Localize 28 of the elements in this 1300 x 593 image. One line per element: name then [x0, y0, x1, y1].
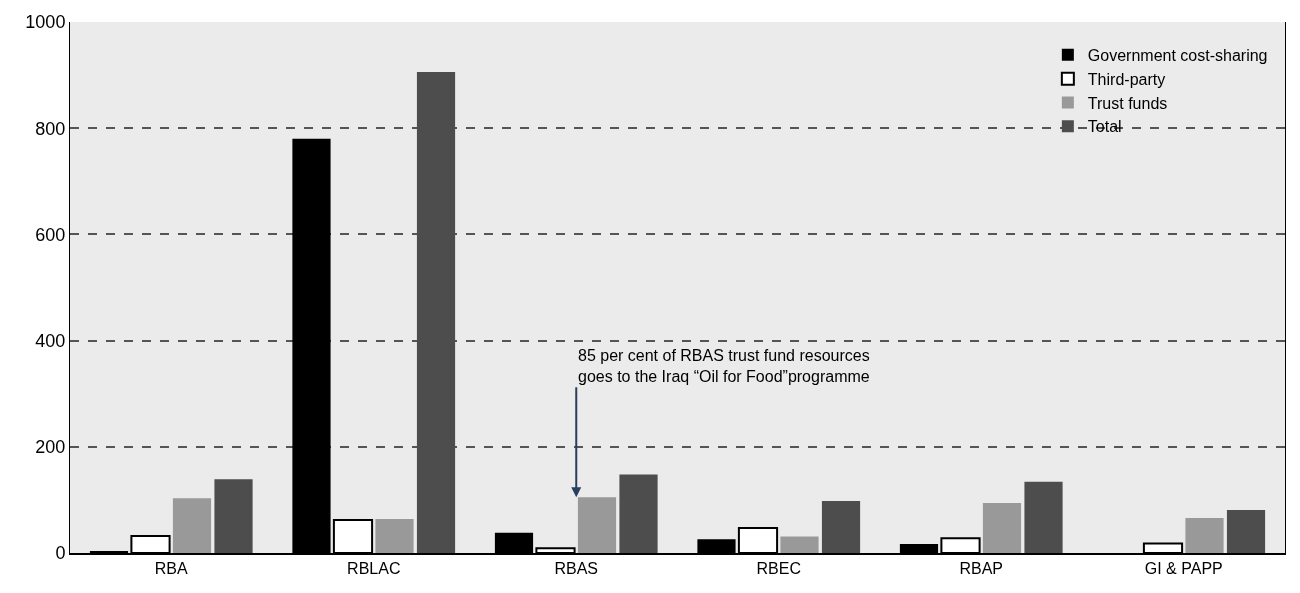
legend-label: Trust funds — [1087, 94, 1168, 112]
bar — [172, 498, 212, 553]
bar — [214, 479, 253, 553]
legend-label: Third-party — [1087, 70, 1166, 88]
bar — [1185, 517, 1224, 553]
bar — [375, 519, 414, 553]
bar — [619, 474, 658, 553]
bar — [1024, 481, 1063, 553]
x-tick-label: GI & PAPP — [1144, 560, 1223, 578]
x-tick-label: RBA — [154, 560, 189, 578]
bar — [821, 500, 861, 553]
y-tick-label: 200 — [35, 437, 66, 458]
x-tick-label: RBLAC — [347, 560, 401, 578]
bar — [780, 536, 819, 553]
bar — [982, 503, 1022, 553]
x-tick-label: RBAP — [959, 560, 1004, 578]
x-tick-label: RBEC — [756, 560, 801, 578]
x-tick-label: RBAS — [554, 560, 599, 578]
y-tick-label: 400 — [35, 330, 66, 351]
y-tick-label: 1000 — [25, 12, 66, 33]
y-tick-label: 600 — [35, 224, 66, 245]
bar — [577, 497, 617, 553]
y-tick-label: 0 — [55, 543, 66, 564]
legend-label: Government cost-sharing — [1087, 47, 1268, 65]
legend-label: Total — [1087, 118, 1122, 136]
y-tick-label: 800 — [35, 118, 66, 139]
annotation: 85 per cent of RBAS trust fund resources goes to the Iraq “Oil for Food”programme — [578, 347, 870, 385]
bar — [1226, 509, 1266, 553]
